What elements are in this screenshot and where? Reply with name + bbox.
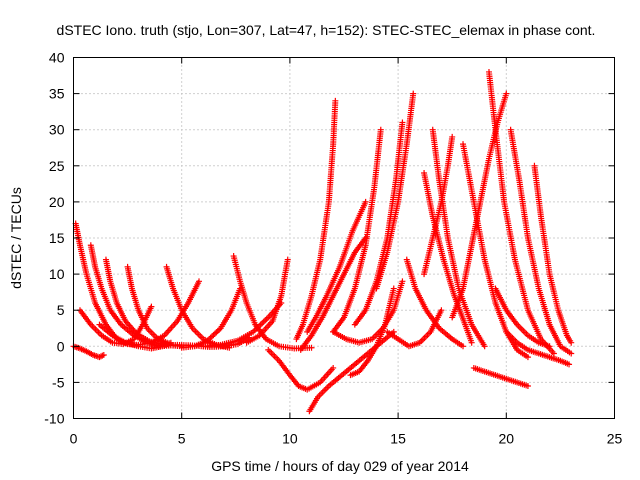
data-point xyxy=(568,350,575,357)
data-point xyxy=(438,307,445,314)
data-point xyxy=(390,285,397,292)
data-point xyxy=(524,354,531,361)
data-series xyxy=(384,307,445,350)
data-series xyxy=(421,133,456,278)
data-point xyxy=(460,343,467,350)
data-series xyxy=(503,328,573,368)
data-point xyxy=(148,303,155,310)
data-point xyxy=(568,339,575,346)
data-point xyxy=(503,90,510,97)
data-point xyxy=(332,97,339,104)
data-series xyxy=(265,346,337,393)
y-axis: -10 -5 0 5 10 15 20 25 30 35 40 xyxy=(44,50,615,427)
data-point xyxy=(100,351,107,358)
y-tick-label: 5 xyxy=(57,302,65,318)
data-series xyxy=(293,97,339,343)
data-series xyxy=(304,198,369,335)
data-point xyxy=(550,350,557,357)
data-point xyxy=(308,344,315,351)
data-series xyxy=(507,126,575,357)
grid xyxy=(73,57,615,419)
data-point xyxy=(399,278,406,285)
x-tick-label: 10 xyxy=(282,431,298,447)
x-tick-label: 5 xyxy=(178,431,186,447)
data-series xyxy=(243,256,291,346)
y-tick-label: 35 xyxy=(49,86,65,102)
data-point xyxy=(377,126,384,133)
data-series xyxy=(373,90,417,292)
y-tick-label: 0 xyxy=(57,338,65,354)
y-tick-label: -5 xyxy=(52,374,65,390)
data-point xyxy=(468,339,475,346)
data-series xyxy=(460,141,531,361)
data-point xyxy=(566,361,573,368)
data-point xyxy=(284,256,291,263)
x-axis-label: GPS time / hours of day 029 of year 2014 xyxy=(211,458,469,474)
data-point xyxy=(362,235,369,241)
y-tick-label: 30 xyxy=(49,122,65,138)
data-point xyxy=(330,364,337,371)
y-axis-label: dSTEC / TECUs xyxy=(8,187,24,289)
chart-title: dSTEC Iono. truth (stjo, Lon=307, Lat=47… xyxy=(57,22,596,38)
data-series xyxy=(485,68,557,357)
data-series xyxy=(135,278,203,348)
data-series xyxy=(330,126,384,335)
y-tick-label: 40 xyxy=(49,50,65,66)
data-series xyxy=(178,285,244,351)
data-series xyxy=(429,126,488,350)
data-series xyxy=(492,285,553,350)
data-series xyxy=(470,364,531,390)
x-axis: 0 5 10 15 20 25 xyxy=(70,57,623,447)
data-point xyxy=(481,343,488,350)
y-tick-label: 10 xyxy=(49,266,65,282)
data-point xyxy=(524,383,531,390)
data-point xyxy=(410,90,417,97)
data-series xyxy=(70,343,107,361)
x-tick-label: 20 xyxy=(499,431,515,447)
data-point xyxy=(399,119,406,126)
data-point xyxy=(362,198,369,205)
y-tick-label: 15 xyxy=(49,230,65,246)
data-point xyxy=(546,343,553,350)
data-point xyxy=(196,278,203,285)
data-marks xyxy=(70,68,575,415)
data-series xyxy=(297,235,369,353)
x-tick-label: 25 xyxy=(607,431,623,447)
data-point xyxy=(449,133,456,140)
x-tick-label: 0 xyxy=(70,431,78,447)
data-series xyxy=(531,162,575,346)
y-tick-label: 25 xyxy=(49,158,65,174)
x-tick-label: 15 xyxy=(390,431,406,447)
data-series xyxy=(421,170,475,346)
y-tick-label: -10 xyxy=(44,411,64,427)
data-series xyxy=(347,285,397,379)
data-series xyxy=(330,278,406,346)
y-tick-label: 20 xyxy=(49,194,65,210)
